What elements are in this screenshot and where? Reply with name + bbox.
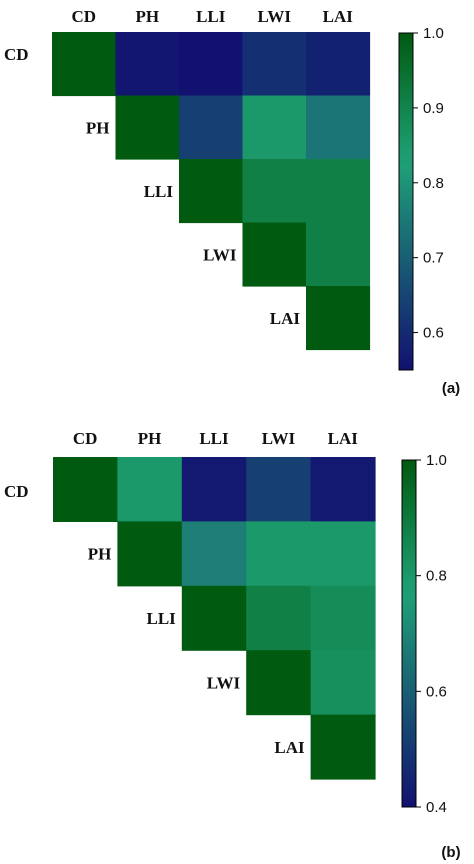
heatmap-panel-b: CD PH LLI LWI LAI CD PH LLI LWI LAI 1.0 0.8 0.6 0.4 (b…: [4, 429, 461, 861]
colorbar-tick-label: 1.0: [423, 25, 444, 42]
heatmap-cell-lwi-lai: [310, 650, 376, 716]
heatmap-cell-ph-ph: [115, 95, 180, 160]
heatmap-cell-cd-lli: [179, 32, 244, 97]
heatmap-cell-lli-lai: [310, 585, 376, 651]
colorbar-tick-label: 0.8: [423, 175, 444, 192]
colorbar: [401, 459, 417, 808]
row-label-lli: LLI: [147, 609, 177, 628]
column-header-ph: PH: [135, 7, 159, 26]
colorbar-tick-label: 0.6: [426, 683, 447, 700]
column-header-cd: CD: [73, 429, 98, 448]
heatmap-cell-cd-lli: [181, 457, 247, 522]
row-label-lai: LAI: [270, 309, 301, 328]
colorbar-tick-label: 0.6: [423, 325, 444, 342]
column-header-cd: CD: [71, 7, 96, 26]
heatmap-cell-cd-ph: [115, 32, 180, 97]
row-label-lwi: LWI: [207, 673, 241, 692]
colorbar-tick-label: 0.9: [423, 100, 444, 117]
colorbar-tick-label: 0.8: [426, 568, 447, 585]
heatmap-cell-lai-lai: [306, 286, 371, 351]
heatmap-cell-cd-cd: [52, 32, 117, 97]
heatmap-cell-lwi-lwi: [246, 650, 312, 716]
heatmap-cell-cd-lai: [310, 457, 376, 522]
heatmap-cell-ph-lai: [306, 95, 371, 160]
column-header-lwi: LWI: [258, 7, 292, 26]
heatmap-cell-lli-lwi: [242, 159, 307, 224]
row-label-ph: PH: [86, 118, 110, 137]
colorbar-tick-label: 0.7: [423, 250, 444, 267]
column-header-lai: LAI: [328, 429, 359, 448]
colorbar-tick-label: 1.0: [426, 452, 447, 469]
row-label-lai: LAI: [274, 738, 305, 757]
panel-label: (b): [441, 844, 460, 861]
heatmap-cell-ph-lli: [179, 95, 244, 160]
heatmap-cell-ph-lai: [310, 521, 376, 587]
heatmap-cell-cd-cd: [53, 457, 118, 522]
column-header-lai: LAI: [323, 7, 354, 26]
heatmap-cell-lli-lai: [306, 159, 371, 224]
heatmap-cell-cd-ph: [117, 457, 183, 522]
heatmap-cell-lai-lai: [310, 714, 376, 780]
heatmap-cell-lwi-lwi: [242, 222, 307, 287]
heatmap-cell-ph-lli: [181, 521, 247, 587]
row-label-lwi: LWI: [203, 245, 237, 264]
row-label-cd: CD: [4, 45, 29, 64]
heatmap-cell-lli-lwi: [246, 585, 312, 651]
heatmap-cell-lwi-lai: [306, 222, 371, 287]
row-label-lli: LLI: [144, 182, 174, 201]
heatmap-cell-cd-lwi: [246, 457, 312, 522]
row-label-ph: PH: [88, 545, 112, 564]
heatmap-cell-lli-lli: [181, 585, 247, 651]
heatmap-cell-ph-ph: [117, 521, 183, 587]
column-header-ph: PH: [138, 429, 162, 448]
column-header-lwi: LWI: [262, 429, 296, 448]
heatmap-cell-cd-lwi: [242, 32, 307, 97]
colorbar: [398, 32, 414, 371]
heatmap-cell-ph-lwi: [246, 521, 312, 587]
heatmap-cell-ph-lwi: [242, 95, 307, 160]
column-header-lli: LLI: [199, 429, 229, 448]
column-header-lli: LLI: [196, 7, 226, 26]
panel-label: (a): [442, 380, 460, 397]
heatmap-panel-a: CD PH LLI LWI LAI CD PH LLI LWI LAI 1.0 0.9 0.8 0.7 0.…: [4, 7, 460, 397]
heatmap-cell-lli-lli: [179, 159, 244, 224]
colorbar-tick-label: 0.4: [426, 799, 447, 816]
row-label-cd: CD: [4, 482, 29, 501]
heatmap-cell-cd-lai: [306, 32, 371, 97]
